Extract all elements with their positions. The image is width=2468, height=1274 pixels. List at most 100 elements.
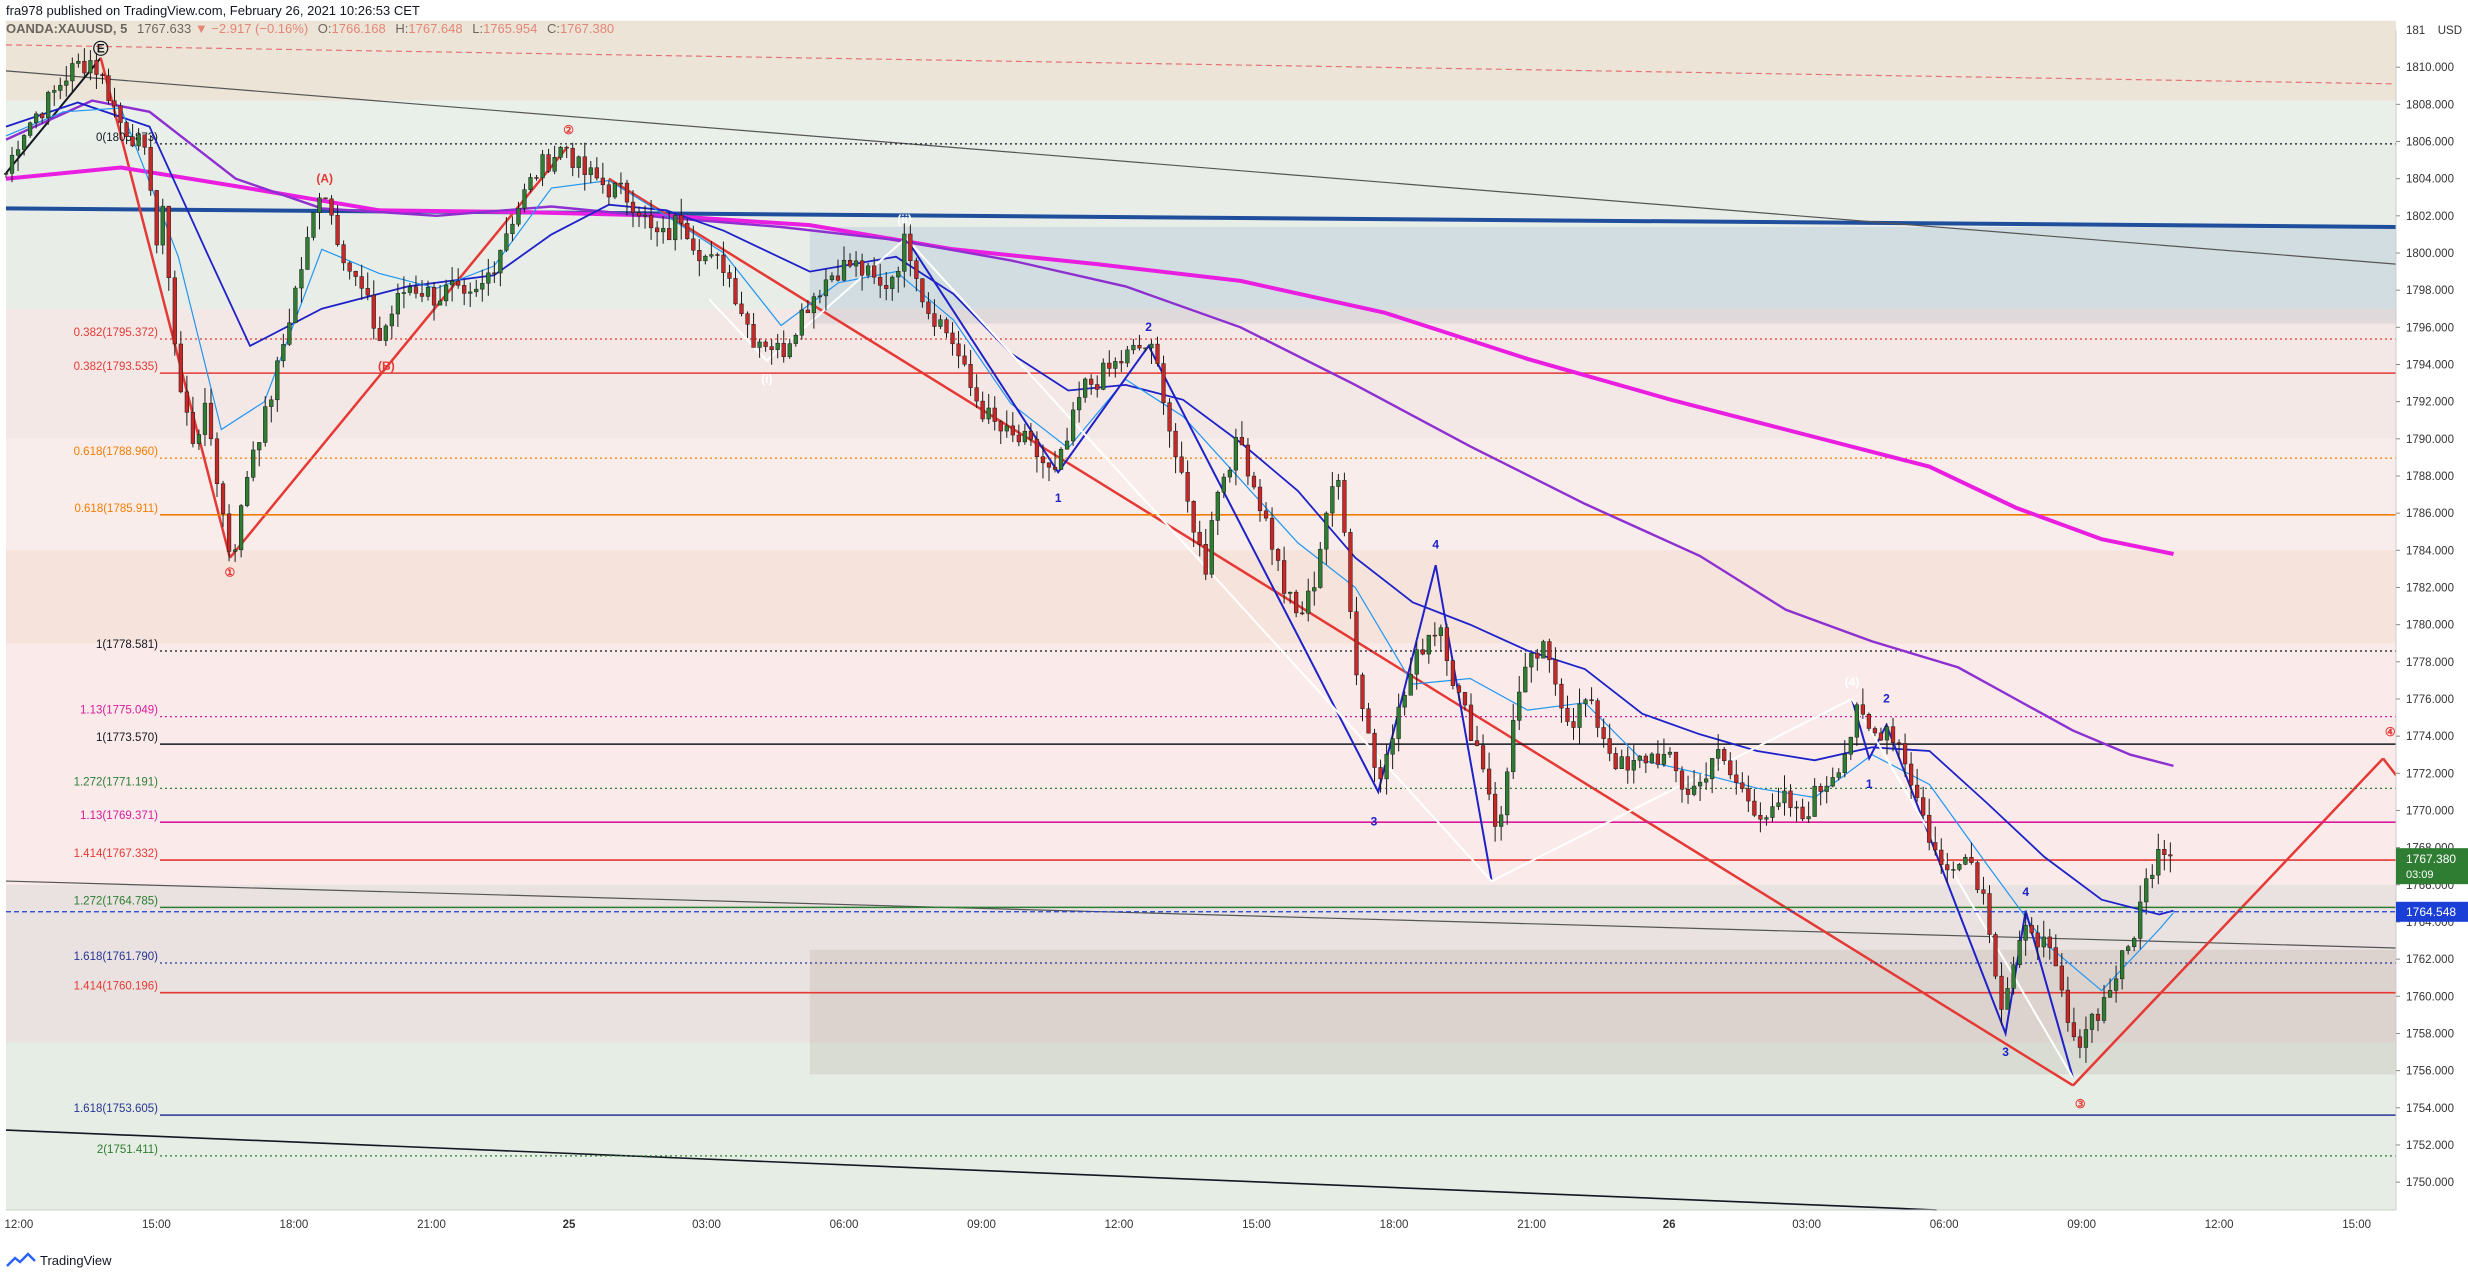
x-tick-label: 18:00 <box>280 1219 309 1231</box>
candle-body <box>1752 800 1757 816</box>
zone-7 <box>6 643 2396 885</box>
x-tick-label: 12:00 <box>5 1219 34 1231</box>
candle-body <box>1818 785 1823 792</box>
candle-body <box>287 322 292 345</box>
candle-body <box>1161 363 1166 403</box>
candle-body <box>679 214 684 224</box>
candle-body <box>2083 1029 2089 1048</box>
wave-label-17: ④ <box>2385 725 2396 739</box>
candle-body <box>823 279 829 297</box>
candle-body <box>697 249 702 262</box>
x-tick-label: 12:00 <box>2205 1219 2234 1231</box>
candle-body <box>1499 814 1504 827</box>
candle-body <box>1028 430 1034 440</box>
candle-body <box>902 233 907 272</box>
candle-body <box>2168 854 2173 857</box>
wave-label-7: 2 <box>1145 320 1152 334</box>
tradingview-logo-icon <box>6 1252 36 1267</box>
candle-body <box>239 505 244 551</box>
candle-body <box>1486 768 1492 795</box>
candle-body <box>1933 842 1938 851</box>
y-tick-label: 1756.000 <box>2406 1066 2454 1078</box>
candle-body <box>1444 627 1450 661</box>
open-label: O: <box>317 21 332 36</box>
candle-body <box>2113 978 2119 991</box>
candle-body <box>1197 531 1202 545</box>
candle-body <box>1101 362 1106 390</box>
candle-body <box>1462 692 1468 706</box>
candle-body <box>811 296 816 314</box>
candle-body <box>528 177 533 190</box>
symbol-name[interactable]: OANDA:XAUUSD, 5 <box>6 21 128 36</box>
fib-label-11: 1.272(1764.785) <box>74 895 159 907</box>
wave-label-ring-0 <box>93 40 109 56</box>
candle-body <box>564 146 569 149</box>
trend-line-channel-lower-1 <box>5 880 2397 949</box>
footer: TradingView <box>6 1250 112 1270</box>
candle-body <box>1915 784 1920 798</box>
candle-body <box>1571 721 1576 728</box>
candle-body <box>190 412 196 444</box>
candle-body <box>1505 771 1510 816</box>
candle-body <box>1969 856 1974 863</box>
y-tick-label: 1798.000 <box>2406 285 2454 297</box>
x-tick-label: 09:00 <box>2067 1219 2096 1231</box>
y-tick-label: 1776.000 <box>2406 694 2454 706</box>
low-value: 1765.954 <box>483 21 538 36</box>
close-label: C: <box>546 21 560 36</box>
candle-body <box>2120 950 2125 980</box>
candle-body <box>305 237 310 270</box>
candle-body <box>1565 707 1570 722</box>
y-tick-label: 1808.000 <box>2406 99 2454 111</box>
candle-body <box>172 277 177 345</box>
candle-body <box>1263 510 1269 519</box>
y-tick-label: 1796.000 <box>2406 322 2454 334</box>
candle-body <box>1722 749 1727 761</box>
candle-body <box>1601 727 1606 739</box>
candle-body <box>1963 856 1968 865</box>
candle-body <box>2107 990 2113 998</box>
candle-body <box>178 343 183 393</box>
candle-body <box>2101 997 2107 1021</box>
candle-body <box>1872 728 1878 734</box>
publisher-text: fra978 published on TradingView.com, Feb… <box>6 3 420 18</box>
candle-body <box>841 260 847 281</box>
candle-body <box>1800 806 1805 820</box>
candle-body <box>2029 924 2034 934</box>
candle-body <box>1107 362 1112 369</box>
candle-body <box>787 343 792 358</box>
candle-body <box>594 167 599 179</box>
candle-body <box>106 75 111 102</box>
candle-body <box>1378 767 1383 780</box>
y-tick-label: 1752.000 <box>2406 1140 2454 1152</box>
candle-body <box>1070 409 1076 442</box>
candle-body <box>1710 758 1715 780</box>
candle-body <box>1975 862 1980 890</box>
candle-body <box>612 182 618 198</box>
candle-body <box>40 113 45 119</box>
candle-body <box>1896 742 1902 744</box>
candle-body <box>1058 448 1064 470</box>
candle-body <box>1691 785 1697 795</box>
candle-body <box>1854 704 1859 738</box>
y-tick-label: 1782.000 <box>2406 582 2454 594</box>
candle-body <box>2144 878 2149 903</box>
candle-body <box>1836 772 1841 778</box>
candle-body <box>2126 946 2131 951</box>
candle-body <box>1034 438 1040 458</box>
fib-label-3: 0.618(1788.960) <box>74 446 159 458</box>
candle-body <box>2095 1013 2101 1021</box>
candle-body <box>1541 641 1546 659</box>
candle-body <box>835 275 841 281</box>
candle-body <box>2065 989 2070 1023</box>
candle-body <box>1300 612 1305 615</box>
candle-body <box>486 272 491 284</box>
candle-body <box>2059 965 2064 991</box>
candle-body <box>1149 343 1154 349</box>
candle-body <box>2047 936 2052 948</box>
candle-body <box>1637 755 1642 761</box>
x-tick-label: 21:00 <box>417 1219 446 1231</box>
candle-body <box>829 275 835 281</box>
candle-body <box>1269 517 1275 550</box>
